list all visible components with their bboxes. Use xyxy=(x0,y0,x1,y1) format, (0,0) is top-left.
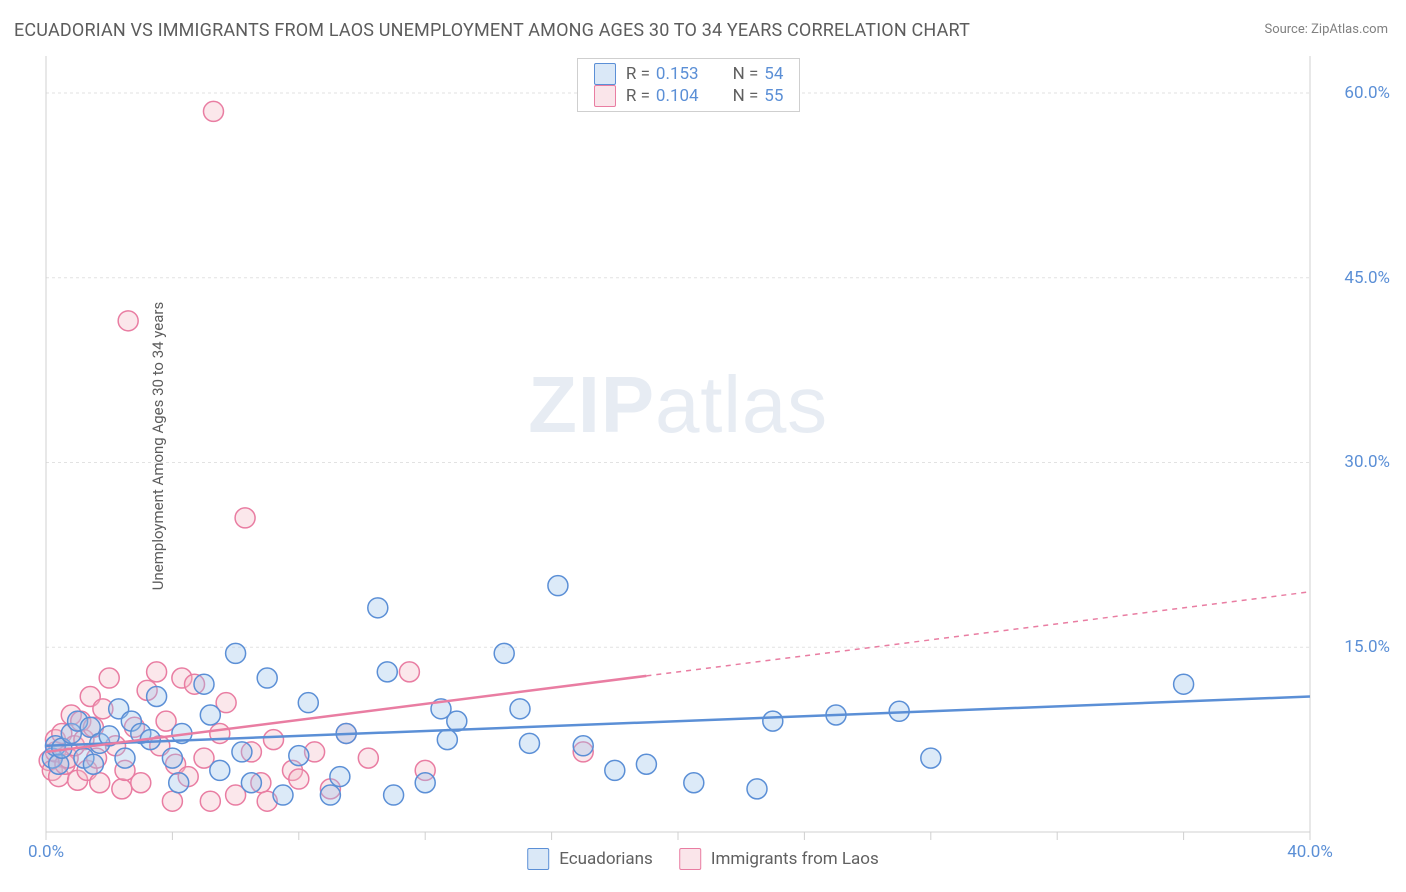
legend-swatch xyxy=(527,848,549,870)
data-point xyxy=(437,730,457,750)
data-point xyxy=(1174,674,1194,694)
data-point xyxy=(232,742,252,762)
legend-r-value: 0.104 xyxy=(656,86,699,106)
x-tick-label: 0.0% xyxy=(28,842,64,862)
data-point xyxy=(684,773,704,793)
data-point xyxy=(415,773,435,793)
data-point xyxy=(115,748,135,768)
data-point xyxy=(510,699,530,719)
data-point xyxy=(358,748,378,768)
data-point xyxy=(548,576,568,596)
data-point xyxy=(200,791,220,811)
data-point xyxy=(169,773,189,793)
data-point xyxy=(162,748,182,768)
data-point xyxy=(210,760,230,780)
data-point xyxy=(289,769,309,789)
data-point xyxy=(131,773,151,793)
legend-correlation-row: R = 0.153 N = 54 xyxy=(594,63,784,85)
data-point xyxy=(636,754,656,774)
data-point xyxy=(118,311,138,331)
data-point xyxy=(273,785,293,805)
data-point xyxy=(147,662,167,682)
data-point xyxy=(747,779,767,799)
data-point xyxy=(384,785,404,805)
y-tick-label: 45.0% xyxy=(1344,268,1390,288)
correlation-chart: ECUADORIAN VS IMMIGRANTS FROM LAOS UNEMP… xyxy=(0,0,1406,892)
trend-line-extension xyxy=(646,592,1310,676)
legend-swatch xyxy=(594,63,616,85)
data-point xyxy=(241,773,261,793)
y-tick-label: 15.0% xyxy=(1344,637,1390,657)
data-point xyxy=(226,643,246,663)
data-point xyxy=(573,736,593,756)
data-point xyxy=(368,598,388,618)
legend-r-label: R = xyxy=(626,64,650,84)
data-point xyxy=(399,662,419,682)
legend-r-value: 0.153 xyxy=(656,64,699,84)
legend-series-item: Ecuadorians xyxy=(527,848,653,870)
data-point xyxy=(289,746,309,766)
x-tick-label: 40.0% xyxy=(1287,842,1333,862)
legend-series-label: Ecuadorians xyxy=(559,849,653,869)
source-label: Source: ZipAtlas.com xyxy=(1264,22,1388,37)
data-point xyxy=(921,748,941,768)
data-point xyxy=(605,760,625,780)
legend-n-value: 54 xyxy=(764,64,783,84)
data-point xyxy=(257,668,277,688)
data-point xyxy=(377,662,397,682)
legend-series-item: Immigrants from Laos xyxy=(679,848,879,870)
data-point xyxy=(99,668,119,688)
data-point xyxy=(763,711,783,731)
data-point xyxy=(235,508,255,528)
legend-swatch xyxy=(594,85,616,107)
legend-swatch xyxy=(679,848,701,870)
legend-series-label: Immigrants from Laos xyxy=(711,849,879,869)
data-point xyxy=(162,791,182,811)
data-point xyxy=(90,773,110,793)
plot-svg xyxy=(46,56,1310,832)
y-tick-label: 60.0% xyxy=(1344,83,1390,103)
legend-n-value: 55 xyxy=(764,86,783,106)
data-point xyxy=(447,711,467,731)
legend-r-label: R = xyxy=(626,86,650,106)
chart-title: ECUADORIAN VS IMMIGRANTS FROM LAOS UNEMP… xyxy=(14,20,970,41)
data-point xyxy=(200,705,220,725)
legend-n-label: N = xyxy=(733,64,759,84)
plot-area: ZIPatlas R = 0.153N = 54R = 0.104N = 55 xyxy=(46,56,1310,832)
data-point xyxy=(147,687,167,707)
data-point xyxy=(330,767,350,787)
data-point xyxy=(298,693,318,713)
data-point xyxy=(194,674,214,694)
legend-correlation-box: R = 0.153 N = 54 R = 0.104 N = 55 xyxy=(577,58,801,112)
legend-n-label: N = xyxy=(733,86,759,106)
data-point xyxy=(519,733,539,753)
data-point xyxy=(264,730,284,750)
data-point xyxy=(203,101,223,121)
y-tick-label: 30.0% xyxy=(1344,452,1390,472)
data-point xyxy=(494,643,514,663)
data-point xyxy=(112,779,132,799)
legend-correlation-row: R = 0.104 N = 55 xyxy=(594,85,784,107)
legend-series: Ecuadorians Immigrants from Laos xyxy=(527,848,879,870)
data-point xyxy=(83,754,103,774)
data-point xyxy=(320,785,340,805)
